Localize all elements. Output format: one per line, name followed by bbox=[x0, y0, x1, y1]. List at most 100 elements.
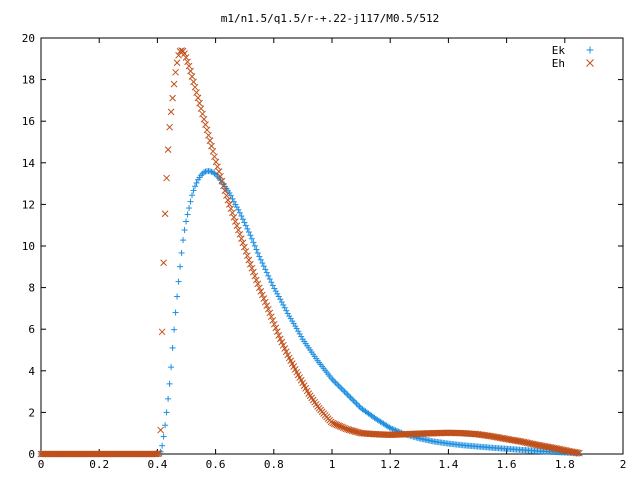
data-point-Eh bbox=[193, 89, 200, 96]
data-point-Eh bbox=[184, 58, 191, 66]
data-point-Ek bbox=[278, 299, 285, 306]
chart-marks bbox=[37, 47, 583, 458]
series-Ek bbox=[38, 168, 583, 457]
data-point-Eh bbox=[217, 172, 224, 180]
data-point-Eh bbox=[257, 288, 265, 295]
y-tick-label: 14 bbox=[22, 157, 36, 170]
data-point-Ek bbox=[175, 278, 182, 285]
data-point-Ek bbox=[280, 301, 287, 308]
y-tick-label: 18 bbox=[22, 74, 35, 87]
data-point-Ek bbox=[347, 394, 354, 401]
data-point-Eh bbox=[158, 328, 166, 336]
chart-title: m1/n1.5/q1.5/r-+.22-j117/M0.5/512 bbox=[221, 12, 440, 25]
data-point-Eh bbox=[169, 94, 176, 102]
legend-marker bbox=[586, 59, 594, 67]
x-tick-label: 1.2 bbox=[380, 458, 400, 471]
x-tick-label: 0 bbox=[38, 458, 45, 471]
data-point-Eh bbox=[236, 230, 244, 238]
data-point-Eh bbox=[574, 449, 582, 457]
x-tick-label: 0.6 bbox=[206, 458, 226, 471]
y-tick-label: 8 bbox=[28, 282, 35, 295]
data-point-Eh bbox=[264, 305, 272, 313]
data-point-Eh bbox=[239, 239, 247, 247]
data-point-Ek bbox=[172, 309, 179, 316]
data-point-Eh bbox=[188, 73, 196, 80]
data-point-Ek bbox=[346, 393, 353, 400]
y-tick-label: 20 bbox=[22, 32, 35, 45]
data-point-Ek bbox=[201, 169, 208, 176]
data-point-Ek bbox=[296, 330, 303, 337]
data-point-Eh bbox=[273, 328, 281, 336]
data-point-Ek bbox=[352, 399, 359, 406]
data-point-Eh bbox=[215, 168, 223, 175]
data-point-Ek bbox=[165, 395, 172, 402]
data-point-Ek bbox=[178, 249, 185, 256]
data-point-Eh bbox=[227, 205, 235, 213]
data-point-Ek bbox=[253, 246, 260, 253]
data-point-Eh bbox=[235, 226, 242, 234]
data-point-Eh bbox=[245, 256, 253, 264]
data-point-Eh bbox=[157, 426, 164, 434]
data-point-Ek bbox=[206, 168, 213, 175]
data-point-Ek bbox=[259, 259, 266, 266]
data-point-Eh bbox=[232, 218, 239, 225]
data-point-Eh bbox=[208, 142, 215, 150]
data-point-Ek bbox=[349, 396, 356, 403]
data-point-Ek bbox=[266, 276, 273, 283]
data-point-Eh bbox=[575, 449, 583, 457]
data-point-Ek bbox=[171, 326, 178, 333]
x-tick-label: 0.4 bbox=[147, 458, 167, 471]
data-point-Ek bbox=[229, 195, 236, 202]
data-point-Ek bbox=[187, 198, 194, 205]
data-point-Ek bbox=[331, 378, 338, 385]
data-point-Eh bbox=[267, 313, 275, 321]
data-point-Eh bbox=[272, 324, 280, 332]
data-point-Eh bbox=[254, 280, 262, 288]
y-tick-label: 4 bbox=[28, 365, 35, 378]
data-point-Ek bbox=[274, 290, 281, 297]
data-point-Ek bbox=[181, 227, 188, 234]
data-point-Eh bbox=[197, 105, 205, 112]
data-point-Eh bbox=[226, 201, 233, 208]
data-point-Eh bbox=[212, 158, 220, 166]
data-point-Eh bbox=[164, 146, 172, 153]
data-point-Ek bbox=[162, 422, 169, 429]
data-point-Ek bbox=[183, 218, 190, 225]
legend-label: Ek bbox=[552, 44, 566, 57]
data-point-Eh bbox=[258, 291, 266, 299]
data-point-Eh bbox=[270, 320, 278, 328]
data-point-Eh bbox=[167, 108, 175, 116]
data-point-Ek bbox=[168, 364, 175, 371]
data-point-Eh bbox=[241, 243, 248, 251]
data-point-Ek bbox=[177, 263, 184, 270]
data-point-Eh bbox=[224, 196, 232, 204]
y-tick-label: 2 bbox=[28, 406, 35, 419]
x-tick-label: 1.4 bbox=[438, 458, 458, 471]
data-point-Eh bbox=[214, 163, 221, 171]
data-point-Ek bbox=[337, 384, 344, 391]
data-point-Eh bbox=[230, 213, 238, 221]
data-point-Ek bbox=[295, 328, 302, 335]
data-point-Ek bbox=[257, 256, 264, 263]
data-point-Eh bbox=[260, 295, 268, 302]
data-point-Eh bbox=[220, 182, 227, 190]
data-point-Eh bbox=[170, 80, 178, 88]
data-point-Eh bbox=[160, 259, 167, 267]
data-point-Eh bbox=[187, 67, 194, 75]
data-point-Ek bbox=[166, 380, 173, 387]
data-point-Ek bbox=[239, 216, 246, 223]
data-point-Ek bbox=[275, 293, 282, 300]
legend-marker bbox=[586, 46, 594, 54]
data-point-Ek bbox=[233, 204, 240, 211]
data-point-Ek bbox=[251, 242, 258, 249]
data-point-Eh bbox=[203, 126, 211, 134]
x-tick-label: 1.6 bbox=[497, 458, 517, 471]
data-point-Eh bbox=[247, 260, 254, 268]
data-point-Eh bbox=[206, 137, 214, 144]
data-point-Ek bbox=[235, 206, 242, 213]
data-point-Eh bbox=[191, 83, 199, 91]
y-tick-label: 0 bbox=[28, 448, 35, 461]
data-point-Ek bbox=[334, 381, 341, 388]
data-point-Ek bbox=[193, 179, 200, 186]
